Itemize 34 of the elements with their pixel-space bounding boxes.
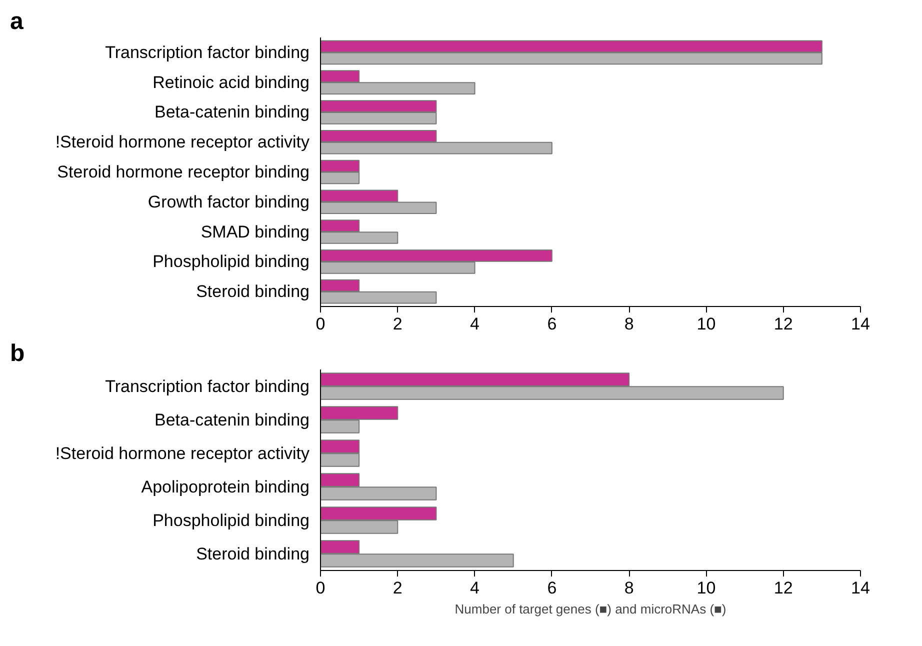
text: a (10, 8, 24, 35)
y-tick-label: !Steroid hormone receptor activity (55, 444, 310, 463)
x-tick-label: 12 (774, 578, 793, 598)
x-tick-label: 12 (774, 314, 793, 334)
y-tick-label: Transcription factor binding (105, 42, 310, 62)
x-tick-label: 10 (696, 578, 716, 598)
x-tick-label: 10 (696, 314, 716, 334)
y-tick-label: Phospholipid binding (152, 510, 310, 530)
y-tick-label: Steroid binding (196, 282, 310, 302)
y-tick-label: Beta-catenin binding (154, 410, 310, 430)
y-tick-label: Apolipoprotein binding (141, 477, 310, 496)
y-tick-label: Growth factor binding (148, 192, 310, 212)
y-tick-label: Retinoic acid binding (152, 72, 310, 92)
x-axis-title: Number of target genes (■) and microRNAs (■) (454, 602, 726, 616)
x-tick-label: 8 (624, 314, 634, 334)
y-tick-label: Transcription factor binding (105, 376, 310, 396)
x-tick-label: 14 (851, 314, 870, 334)
x-tick-label: 14 (851, 578, 870, 598)
x-tick-label: 2 (392, 314, 402, 334)
x-tick-label: 4 (470, 314, 480, 334)
y-tick-label: Beta-catenin binding (154, 102, 310, 122)
x-tick-label: 0 (316, 314, 326, 334)
x-tick-label: 2 (392, 578, 402, 598)
y-tick-label: Phospholipid binding (152, 252, 310, 272)
x-tick-label: 4 (470, 578, 480, 598)
x-tick-label: 6 (547, 578, 557, 598)
y-tick-label: SMAD binding (200, 222, 310, 242)
x-tick-label: 0 (316, 578, 326, 598)
x-tick-label: 8 (624, 578, 634, 598)
y-tick-label: Steroid binding (196, 544, 310, 564)
y-tick-label: !Steroid hormone receptor activity (55, 132, 310, 152)
x-tick-label: 6 (547, 314, 557, 334)
y-tick-label: Steroid hormone receptor binding (57, 162, 310, 182)
text: b (10, 340, 25, 367)
